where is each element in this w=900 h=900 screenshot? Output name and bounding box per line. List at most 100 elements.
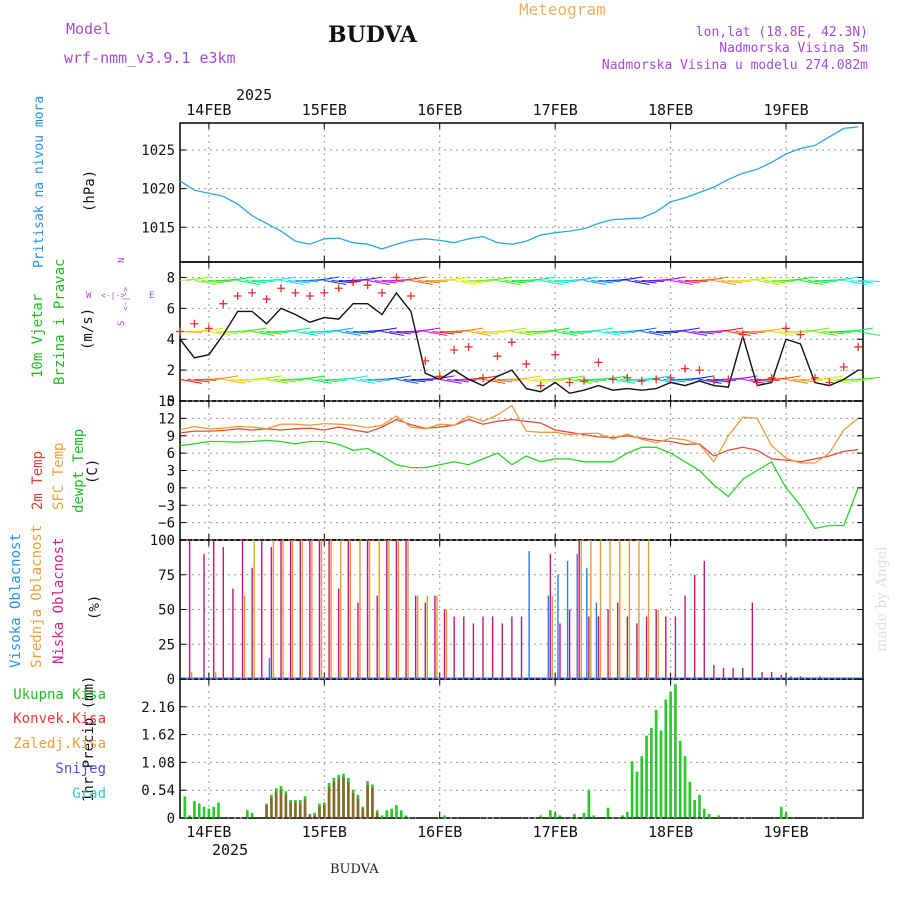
wind-arrow (396, 378, 419, 384)
wind-arrow (562, 375, 585, 380)
wind-ytick-label: 0 (167, 394, 175, 410)
wind-arrow (410, 280, 433, 286)
precip-total-bar (659, 730, 663, 818)
wind-arrow (504, 280, 527, 284)
wind-arrow (533, 378, 556, 383)
wind-arrow (814, 280, 837, 283)
precip-conv-bar (308, 815, 312, 818)
wind-arrow (843, 378, 866, 381)
wind-arrow (490, 378, 513, 383)
precip-total-bar (717, 815, 721, 818)
wind-arrow (547, 327, 571, 332)
wind-gust-marker (392, 273, 401, 282)
wind-arrow (598, 280, 621, 283)
wind-arrow (822, 331, 845, 335)
temperature-ytick-label: −3 (158, 498, 175, 514)
precip-conv-bar (303, 799, 307, 818)
precip-total-bar (183, 796, 187, 818)
wind-arrow (735, 331, 758, 335)
wind-arrow (324, 280, 347, 286)
wind-arrow (439, 378, 462, 384)
wind-arrow (656, 331, 679, 333)
bottom-day-label: 19FEB (763, 823, 808, 841)
precip-total-bar (573, 813, 576, 818)
wind-arrow (237, 378, 260, 381)
wind-gust-marker (637, 376, 646, 385)
altitude-label: Nadmorska Visina 5m (719, 41, 868, 56)
wind-arrow (280, 378, 304, 381)
wind-arrow (612, 331, 635, 333)
wind-arrow (742, 331, 765, 333)
temperature-ytick-label: 6 (167, 446, 175, 462)
precip-conv-bar (366, 785, 369, 818)
precip-conv-bar (322, 805, 326, 818)
compass-arrows-v: <-|-> (121, 287, 130, 311)
wind-arrow (627, 378, 650, 381)
wind-arrow (497, 378, 520, 381)
bottom-day-label: 14FEB (186, 823, 231, 841)
wind-gust-marker (204, 324, 213, 333)
wind-gust-marker (623, 373, 632, 382)
wind-gust-marker (277, 284, 286, 293)
wind-ytick-label: 2 (167, 363, 175, 379)
precip-conv-bar (313, 815, 316, 818)
precip-total-bar (592, 815, 595, 818)
wind-arrow (194, 378, 217, 381)
wind-arrow (273, 276, 296, 282)
wind-arrow (764, 280, 787, 284)
precip-total-bar (707, 813, 711, 818)
wind-arrow (620, 276, 643, 282)
wind-arrow (721, 327, 744, 332)
wind-gust-marker (378, 288, 387, 297)
compass-w: W (86, 291, 92, 301)
top-day-label: 19FEB (763, 101, 808, 119)
wind-arrow (179, 378, 203, 384)
wind-gust-marker (435, 372, 444, 381)
wind-arrow (692, 375, 715, 380)
wind-arrow (230, 276, 253, 282)
wind-arrow (338, 280, 361, 283)
precip-total-bar (674, 684, 677, 818)
precip-total-bar (582, 812, 586, 818)
precip-total-bar (217, 802, 220, 818)
wind-gust-marker (305, 291, 314, 300)
pressure-ytick-label: 1015 (141, 220, 175, 236)
wind-arrow (273, 378, 296, 383)
wind-arrow (367, 280, 390, 286)
wind-arrow (374, 280, 397, 284)
top-day-label: 15FEB (302, 101, 347, 119)
lonlat-label: lon,lat (18.8E, 42.3N) (695, 25, 868, 40)
compass-e: E (149, 291, 154, 301)
wind-arrow (237, 280, 260, 286)
wind-arrow (338, 331, 361, 336)
wind-gust-marker (551, 350, 560, 359)
wind-arrow (526, 378, 549, 384)
wind-arrow (497, 280, 520, 286)
precip-total-bar (688, 781, 692, 818)
precip-total-bar (784, 813, 788, 818)
wind-gust-marker (363, 281, 372, 290)
wind-arrow (389, 375, 412, 380)
wind-gust-marker (233, 291, 242, 300)
precip-total-bar (630, 761, 634, 818)
precip-total-bar (698, 794, 701, 818)
wind-arrow (266, 331, 289, 333)
wind-arrow (468, 280, 491, 283)
compass-s: S (117, 321, 127, 326)
precip-ytick-label: 2.16 (141, 700, 175, 716)
wind-arrow (641, 280, 664, 283)
precip-ytick-label: 1.08 (141, 755, 175, 771)
wind-arrow (663, 276, 686, 282)
precip-conv-bar (361, 808, 365, 818)
wind-arrow (721, 280, 744, 284)
precip-ytick-label: 1.62 (141, 728, 175, 744)
wind-arrow (454, 280, 477, 286)
precip-total-bar (678, 740, 682, 818)
legend-snow: Snijeg (55, 761, 106, 777)
wind-arrow (288, 280, 311, 284)
precip-total-bar (549, 810, 552, 818)
wind-arrow (482, 331, 506, 333)
wind-gust-marker (248, 288, 257, 297)
wind-arrow (252, 331, 275, 336)
top-day-label: 14FEB (186, 101, 231, 119)
